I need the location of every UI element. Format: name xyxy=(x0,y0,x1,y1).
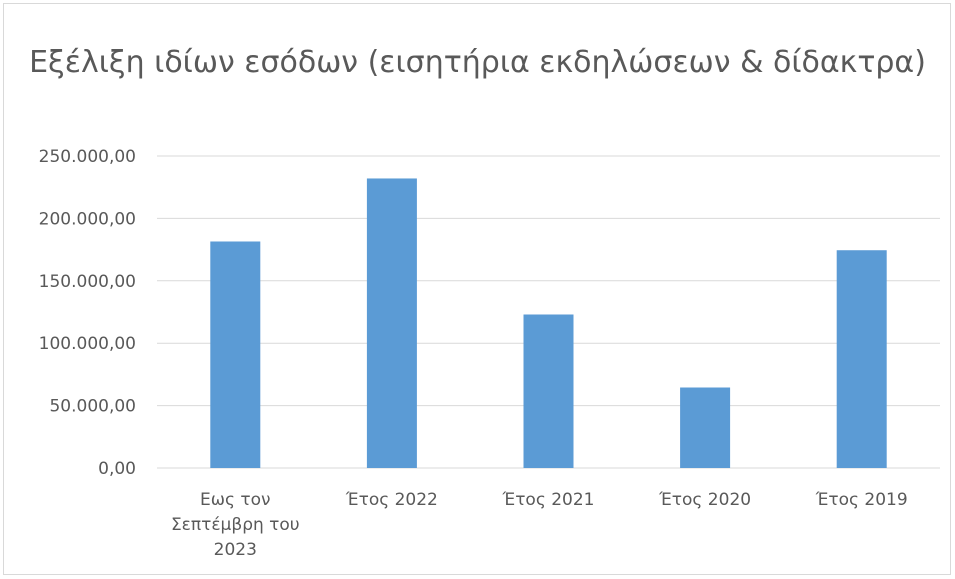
x-category-label: Εως τον xyxy=(200,490,271,510)
y-tick-label: 200.000,00 xyxy=(39,209,136,229)
x-category-label: Έτος 2022 xyxy=(345,490,438,510)
bar xyxy=(680,387,731,468)
y-tick-label: 50.000,00 xyxy=(49,397,136,417)
bar xyxy=(523,314,574,468)
y-tick-label: 150.000,00 xyxy=(39,272,136,292)
y-tick-label: 250.000,00 xyxy=(39,147,136,167)
y-tick-label: 100.000,00 xyxy=(39,334,136,354)
x-category-label: Έτος 2020 xyxy=(658,490,751,510)
bar xyxy=(836,250,887,468)
x-category-label: Έτος 2019 xyxy=(815,490,908,510)
x-category-label: 2023 xyxy=(214,540,257,560)
x-category-label: Έτος 2021 xyxy=(502,490,595,510)
x-category-label: Σεπτέμβρη του xyxy=(171,515,300,535)
chart-title: Εξέλιξη ιδίων εσόδων (εισητήρια εκδηλώσε… xyxy=(29,45,926,80)
bar xyxy=(210,241,261,468)
y-tick-label: 0,00 xyxy=(98,459,136,479)
chart-frame xyxy=(3,3,951,575)
bar xyxy=(366,178,417,469)
